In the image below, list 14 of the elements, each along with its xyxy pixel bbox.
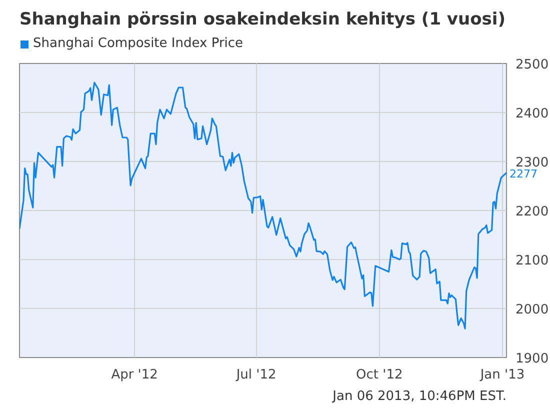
line-series <box>20 82 506 330</box>
y-tick-label: 2400 <box>516 106 549 122</box>
y-tick-label: 2200 <box>516 204 549 220</box>
y-tick-label: 2100 <box>516 254 549 268</box>
text: Jan 06 2013, 10:46PM EST. <box>332 389 506 404</box>
y-tick-label: 1900 <box>516 352 549 366</box>
x-tick-label: Jan '13 <box>479 368 525 382</box>
legend-label: Shanghai Composite Index Price <box>33 36 244 51</box>
x-tick-label: Jul '12 <box>235 368 276 382</box>
y-tick-label: 2000 <box>516 302 549 318</box>
chart-title: Shanghain pörssin osakeindeksin kehitys (1 vuosi) <box>19 10 506 30</box>
x-tick-label: Oct '12 <box>356 368 403 382</box>
y-tick-label: 2500 <box>516 58 549 72</box>
x-tick-label: Apr '12 <box>111 368 158 382</box>
